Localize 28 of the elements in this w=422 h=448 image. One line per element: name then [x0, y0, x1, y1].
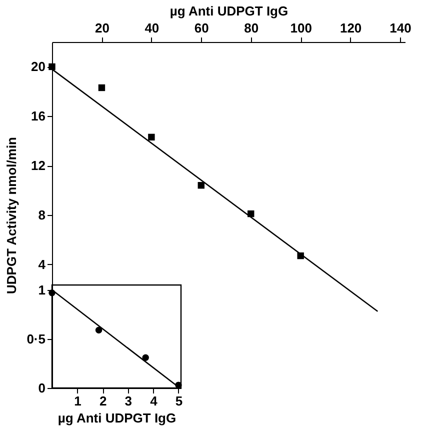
y-tick-label: 8: [38, 208, 46, 222]
x-axis-title: µg Anti UDPGT IgG: [58, 410, 176, 426]
x-tick-label: 100: [290, 20, 312, 36]
x-tick-label: 60: [194, 20, 209, 36]
point: [148, 134, 155, 141]
x-tick-label: 20: [94, 20, 110, 36]
x-tick-label: 140: [390, 20, 412, 36]
y-axis-title: UDPGT Activity nmol/min: [4, 136, 20, 294]
point: [142, 354, 149, 361]
point: [95, 326, 102, 334]
x-axis-title: µg Anti UDPGT IgG: [170, 4, 288, 18]
x-tick-label: 5: [175, 394, 183, 408]
x-tick-label: 1: [74, 394, 82, 408]
x-tick-label: 120: [340, 20, 362, 36]
x-tick-label: 2: [99, 394, 107, 408]
x-tick-label: 4: [150, 394, 158, 408]
point: [98, 84, 106, 92]
y-tick-label: 20: [31, 59, 46, 74]
y-tick-label: 0·5: [26, 331, 46, 346]
y-tick-label: 1: [38, 282, 46, 298]
x-tick-label: 3: [124, 394, 132, 408]
y-tick-label: 12: [31, 158, 46, 174]
y-tick-label: 4: [38, 256, 46, 272]
y-tick-label: 0: [38, 380, 46, 396]
point: [198, 182, 205, 189]
x-tick-label: 80: [244, 20, 259, 36]
y-tick-label: 16: [31, 108, 46, 124]
x-tick-label: 40: [144, 20, 160, 36]
